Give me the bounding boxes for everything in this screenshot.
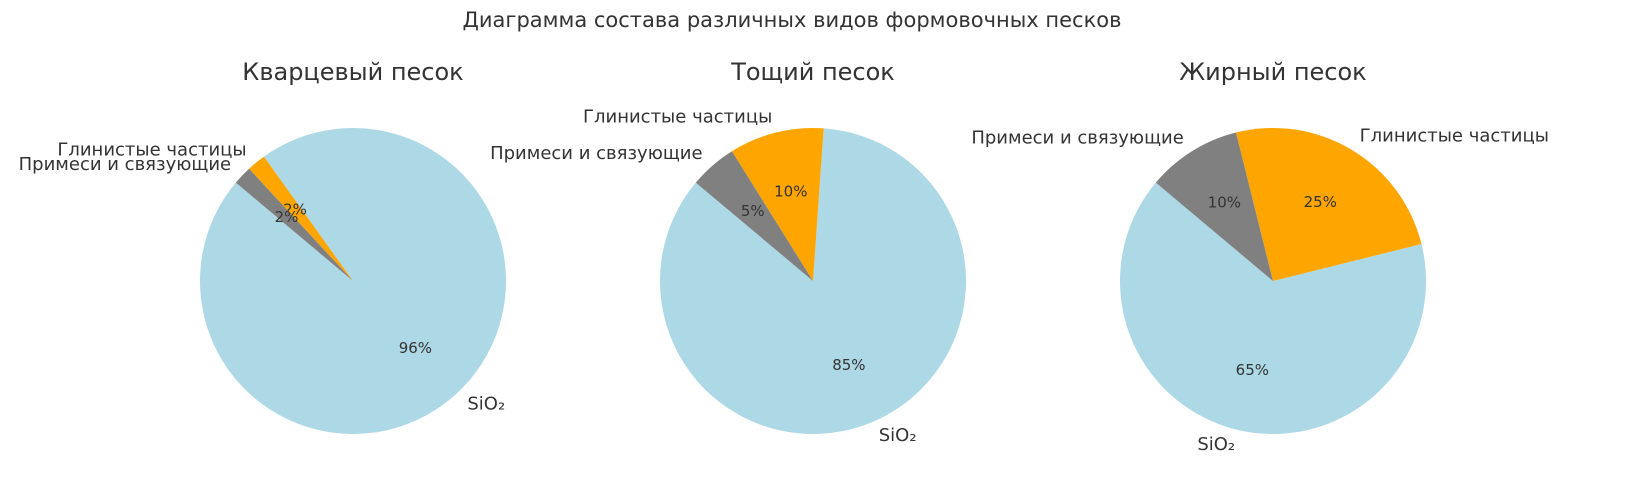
percent-label: 10% bbox=[1208, 194, 1241, 212]
percent-label: 65% bbox=[1236, 361, 1269, 379]
pie-slice bbox=[1120, 182, 1426, 435]
pie-slice bbox=[695, 151, 813, 281]
slice-label: Глинистые частицы bbox=[1360, 126, 1549, 147]
pie-slice bbox=[660, 128, 967, 435]
figure-title: Диаграмма состава различных видов формов… bbox=[462, 8, 1121, 32]
percent-label: 5% bbox=[741, 202, 765, 220]
slice-label: SiO₂ bbox=[467, 393, 505, 414]
slice-label: Примеси и связующие bbox=[971, 127, 1183, 148]
percent-label: 85% bbox=[832, 356, 865, 374]
pie-slice bbox=[1235, 128, 1422, 281]
slice-label: Примеси и связующие bbox=[490, 143, 702, 164]
pie-slice bbox=[200, 127, 506, 434]
chart-title: Жирный песок bbox=[1179, 58, 1366, 86]
slice-label: SiO₂ bbox=[879, 425, 917, 446]
slice-label: Глинистые частицы bbox=[583, 107, 772, 128]
pie-slice bbox=[731, 127, 824, 281]
percent-label: 2% bbox=[275, 208, 299, 226]
slice-label: Глинистые частицы bbox=[57, 140, 246, 161]
pie-slice bbox=[249, 156, 353, 281]
pie-slice bbox=[1155, 132, 1273, 281]
chart-title: Тощий песок bbox=[730, 58, 895, 86]
percent-label: 96% bbox=[399, 339, 432, 357]
pie-slice bbox=[235, 168, 353, 281]
chart-title: Кварцевый песок bbox=[242, 58, 463, 86]
slice-label: Примеси и связующие bbox=[19, 154, 231, 175]
slice-label: SiO₂ bbox=[1197, 434, 1235, 455]
percent-label: 10% bbox=[774, 182, 807, 200]
percent-label: 25% bbox=[1304, 193, 1337, 211]
